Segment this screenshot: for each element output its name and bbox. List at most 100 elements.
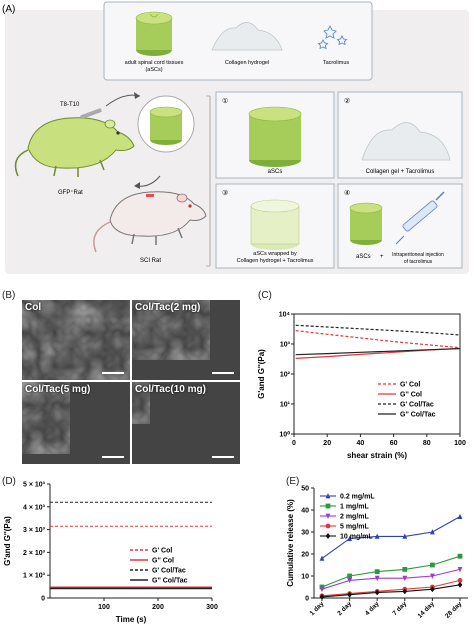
- data-point: [457, 553, 463, 559]
- sem-image-col-tac-5mg: Col/Tac(5 mg): [22, 382, 130, 464]
- data-point: [325, 523, 331, 529]
- data-point: [319, 555, 325, 561]
- y-tick-label: 5 × 10³: [23, 482, 46, 489]
- hydrogel-label: Collagen hydrogel: [225, 60, 269, 66]
- y-tick-label: 10: [301, 574, 309, 581]
- group-4-number: ④: [344, 189, 350, 197]
- panel-a-schematic: (A) adult spinal cord tissues (aSCs) Col…: [2, 1, 469, 274]
- group-box-4: ④ aSCs + Intraperitoneal injection of ta…: [337, 183, 463, 269]
- scale-bar: [102, 456, 124, 458]
- x-tick-label: 1 day: [309, 600, 326, 617]
- sem-image-col-tac-2mg: Col/Tac(2 mg): [132, 300, 240, 380]
- group-4-plus: +: [380, 254, 384, 260]
- data-point: [347, 573, 352, 579]
- legend-label: 1 mg/mL: [340, 504, 370, 511]
- sem-image-col-tac-2mg-label: Col/Tac(2 mg): [135, 302, 201, 313]
- data-point: [430, 573, 435, 579]
- legend-label: G' Col: [152, 548, 172, 555]
- y-tick-label: 50: [301, 486, 309, 493]
- data-point: [457, 578, 463, 583]
- y-axis-label: Cumulative release (%): [286, 499, 295, 587]
- y-axis-label: G'and G''(Pa): [257, 349, 266, 399]
- y-tick-label: 10¹: [280, 402, 291, 409]
- data-point: [347, 535, 352, 541]
- data-point: [347, 578, 352, 584]
- data-point: [374, 533, 380, 539]
- x-axis-label: shear strain (%): [347, 451, 407, 460]
- legend-label: G'' Col: [152, 558, 174, 565]
- sem-image-col-tac-10mg-label: Col/Tac(10 mg): [135, 384, 206, 395]
- x-tick-label: 80: [423, 440, 431, 447]
- group-box-1: ① aSCs: [215, 91, 335, 179]
- surgery-level-label: T8-T10: [60, 102, 80, 108]
- y-tick-label: 3 × 10³: [23, 527, 46, 534]
- syringe-icon: [395, 191, 445, 245]
- scale-bar: [212, 372, 234, 374]
- chart-c-strain-sweep: 0 20 40 60 80 100 10⁰ 10¹ 10² 10³ 10⁴ shear strain …: [257, 312, 466, 461]
- legend-label: G'' Col/Tac: [400, 412, 436, 419]
- data-point: [325, 493, 331, 499]
- panel-c-label: (C): [258, 290, 272, 301]
- group-1-number: ①: [222, 97, 228, 105]
- scalpel-icon: [80, 108, 102, 120]
- tacrolimus-label: Tacrolimus: [323, 60, 350, 66]
- legend-label: 10 mg/mL: [340, 534, 373, 541]
- x-tick-label: 40: [357, 440, 365, 447]
- sem-image-col-label: Col: [25, 302, 42, 313]
- y-tick-label: 10⁴: [279, 312, 291, 319]
- data-point: [319, 586, 325, 593]
- legend-label: G'' Col/Tac: [152, 578, 188, 585]
- sci-rat-label: SCI Rat: [140, 258, 161, 264]
- data-point: [402, 575, 408, 582]
- x-tick-label: 14 day: [417, 600, 437, 620]
- asc-label: adult spinal cord tissues: [125, 60, 184, 66]
- y-tick-label: 4 × 10³: [23, 504, 46, 511]
- series-line-1: [321, 555, 461, 588]
- scale-bar: [212, 456, 234, 458]
- legend-label: G' Col/Tac: [400, 402, 434, 409]
- sem-image-col-tac-10mg: Col/Tac(10 mg): [132, 382, 240, 464]
- x-tick-label: 7 day: [392, 600, 409, 617]
- x-tick-label: 200: [152, 604, 164, 611]
- data-point: [325, 533, 331, 539]
- y-tick-label: 20: [301, 552, 309, 559]
- legend-label: 5 mg/mL: [340, 524, 370, 531]
- y-tick-label: 1 × 10³: [23, 573, 46, 580]
- group-3-number: ③: [222, 189, 228, 197]
- gfp-rat-label: GFP⁺Rat: [58, 189, 83, 196]
- data-point: [374, 569, 380, 574]
- legend-label: G' Col: [400, 382, 420, 389]
- group-4-caption-3: of tacrolimus: [404, 259, 433, 265]
- x-tick-label: 0: [292, 440, 296, 447]
- series-line-3: [321, 579, 461, 597]
- data-point: [325, 503, 331, 509]
- group-3-caption: aSCs wrapped by: [253, 251, 297, 257]
- sem-image-col: Col: [22, 300, 130, 380]
- data-point: [457, 567, 463, 573]
- panel-e-label: (E): [286, 476, 300, 487]
- x-tick-label: 20: [323, 440, 331, 447]
- x-tick-label: 60: [390, 440, 398, 447]
- group-3-caption-2: Collagen hydrogel + Tacrolimus: [237, 258, 314, 264]
- series-line-0: [321, 516, 461, 559]
- data-point: [430, 586, 435, 593]
- data-point: [347, 591, 352, 598]
- x-tick-label: 300: [206, 604, 218, 611]
- group-4-caption: aSCs: [356, 254, 371, 260]
- y-tick-label: 0: [305, 596, 309, 603]
- y-tick-label: 10²: [280, 372, 291, 379]
- asc-graft-icon: [149, 106, 183, 145]
- legend-label: G'' Col: [400, 392, 422, 399]
- series-line-0: [295, 330, 461, 349]
- group-box-2: ② Collagen gel + Tacrolimus: [337, 91, 463, 179]
- series-line-2: [321, 568, 461, 590]
- group-box-3: ③ aSCs wrapped by Collagen hydrogel + Ta…: [215, 183, 335, 269]
- tacrolimus-icon: [317, 24, 348, 50]
- scale-bar: [102, 372, 124, 374]
- group-1-caption: aSCs: [268, 169, 283, 175]
- chart-e-release-profile: 0 10 20 30 40 50 1 day 2 day 4 day 7 day 14 day 28 …: [286, 486, 468, 620]
- x-axis-label: Time (s): [116, 615, 147, 624]
- collagen-hydrogel-icon: [211, 22, 283, 51]
- gfp-rat-illustration: [14, 117, 135, 177]
- panel-d-label: (D): [2, 476, 16, 487]
